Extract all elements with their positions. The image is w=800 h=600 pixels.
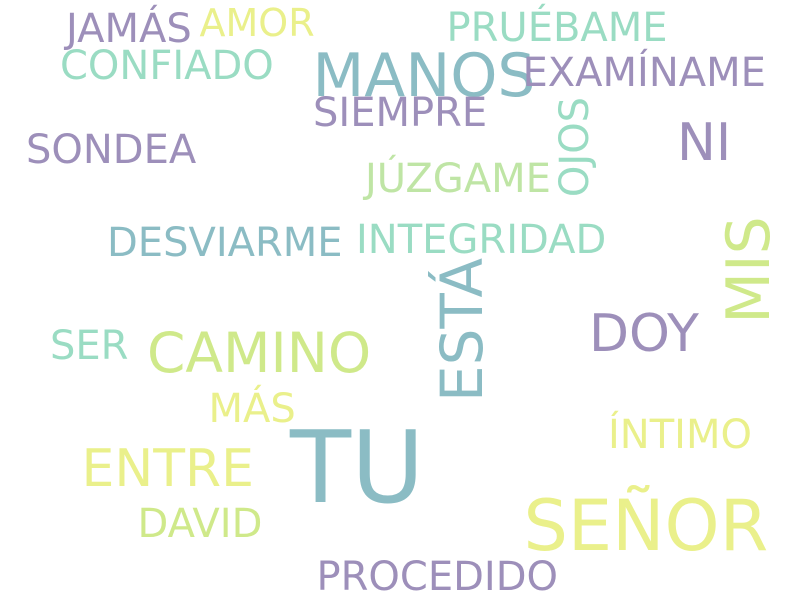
word-ni: NI [677,113,732,173]
word-doy: DOY [589,304,699,364]
word-siempre: SIEMPRE [313,90,488,136]
word-ojos: OJOS [552,96,599,198]
word-senor: SEÑOR [523,485,769,567]
word-juzgame: JÚZGAME [365,156,551,202]
word-examiname: EXAMÍNAME [522,50,766,96]
word-confiado: CONFIADO [60,43,274,89]
word-integridad: INTEGRIDAD [356,217,607,263]
word-manos: MANOS [312,41,536,111]
word-entre: ENTRE [81,439,255,499]
word-mis: MIS [713,216,784,324]
word-pruebame: PRUÉBAME [446,5,668,51]
word-desviarme: DESVIARME [107,220,343,266]
word-ser: SER [50,323,129,369]
word-esta: ESTÁ [428,257,497,403]
word-jamas: JAMÁS [66,6,192,52]
word-procedido: PROCEDIDO [316,554,558,600]
word-intimo: ÍNTIMO [608,412,752,458]
word-sondea: SONDEA [26,127,197,173]
word-camino: CAMINO [147,320,372,385]
word-mas: MÁS [208,386,296,432]
word-amor: AMOR [199,1,315,45]
word-david: DAVID [137,501,263,547]
word-tu: TU [290,409,425,526]
